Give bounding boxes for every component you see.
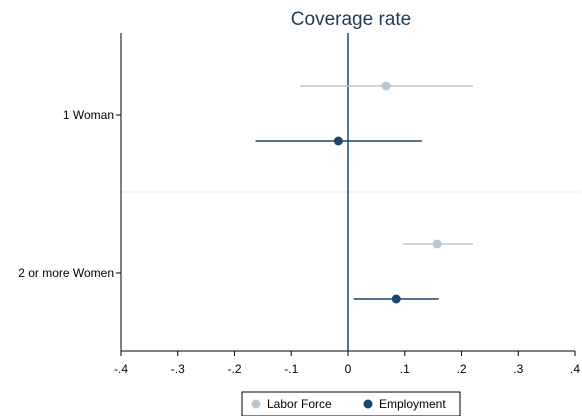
chart-title: Coverage rate	[291, 9, 411, 30]
x-tick-label: .1	[400, 362, 410, 376]
x-tick-label: .3	[513, 362, 523, 376]
category-label: 1 Woman	[63, 108, 114, 122]
x-tick-label: .4	[570, 362, 580, 376]
legend-label: Labor Force	[267, 397, 332, 411]
category-label: 2 or more Women	[18, 266, 114, 280]
x-tick-label: -.4	[114, 362, 128, 376]
legend-label: Employment	[379, 397, 446, 411]
legend-marker	[251, 399, 261, 409]
data-point	[391, 294, 401, 304]
x-tick-label: -.1	[284, 362, 298, 376]
x-tick-label: -.2	[227, 362, 241, 376]
x-tick-label: .2	[456, 362, 466, 376]
plot-area: -.4 -.3 -.2 -.1 0 .1 .2 .3 .4 1 Woman 2 or more Wo…	[18, 33, 581, 416]
data-point	[432, 239, 442, 249]
legend-box	[241, 391, 461, 416]
data-point	[381, 81, 391, 91]
legend-marker	[363, 399, 373, 409]
data-point	[333, 136, 343, 146]
x-tick-label: 0	[345, 362, 352, 376]
x-tick-label: -.3	[171, 362, 185, 376]
